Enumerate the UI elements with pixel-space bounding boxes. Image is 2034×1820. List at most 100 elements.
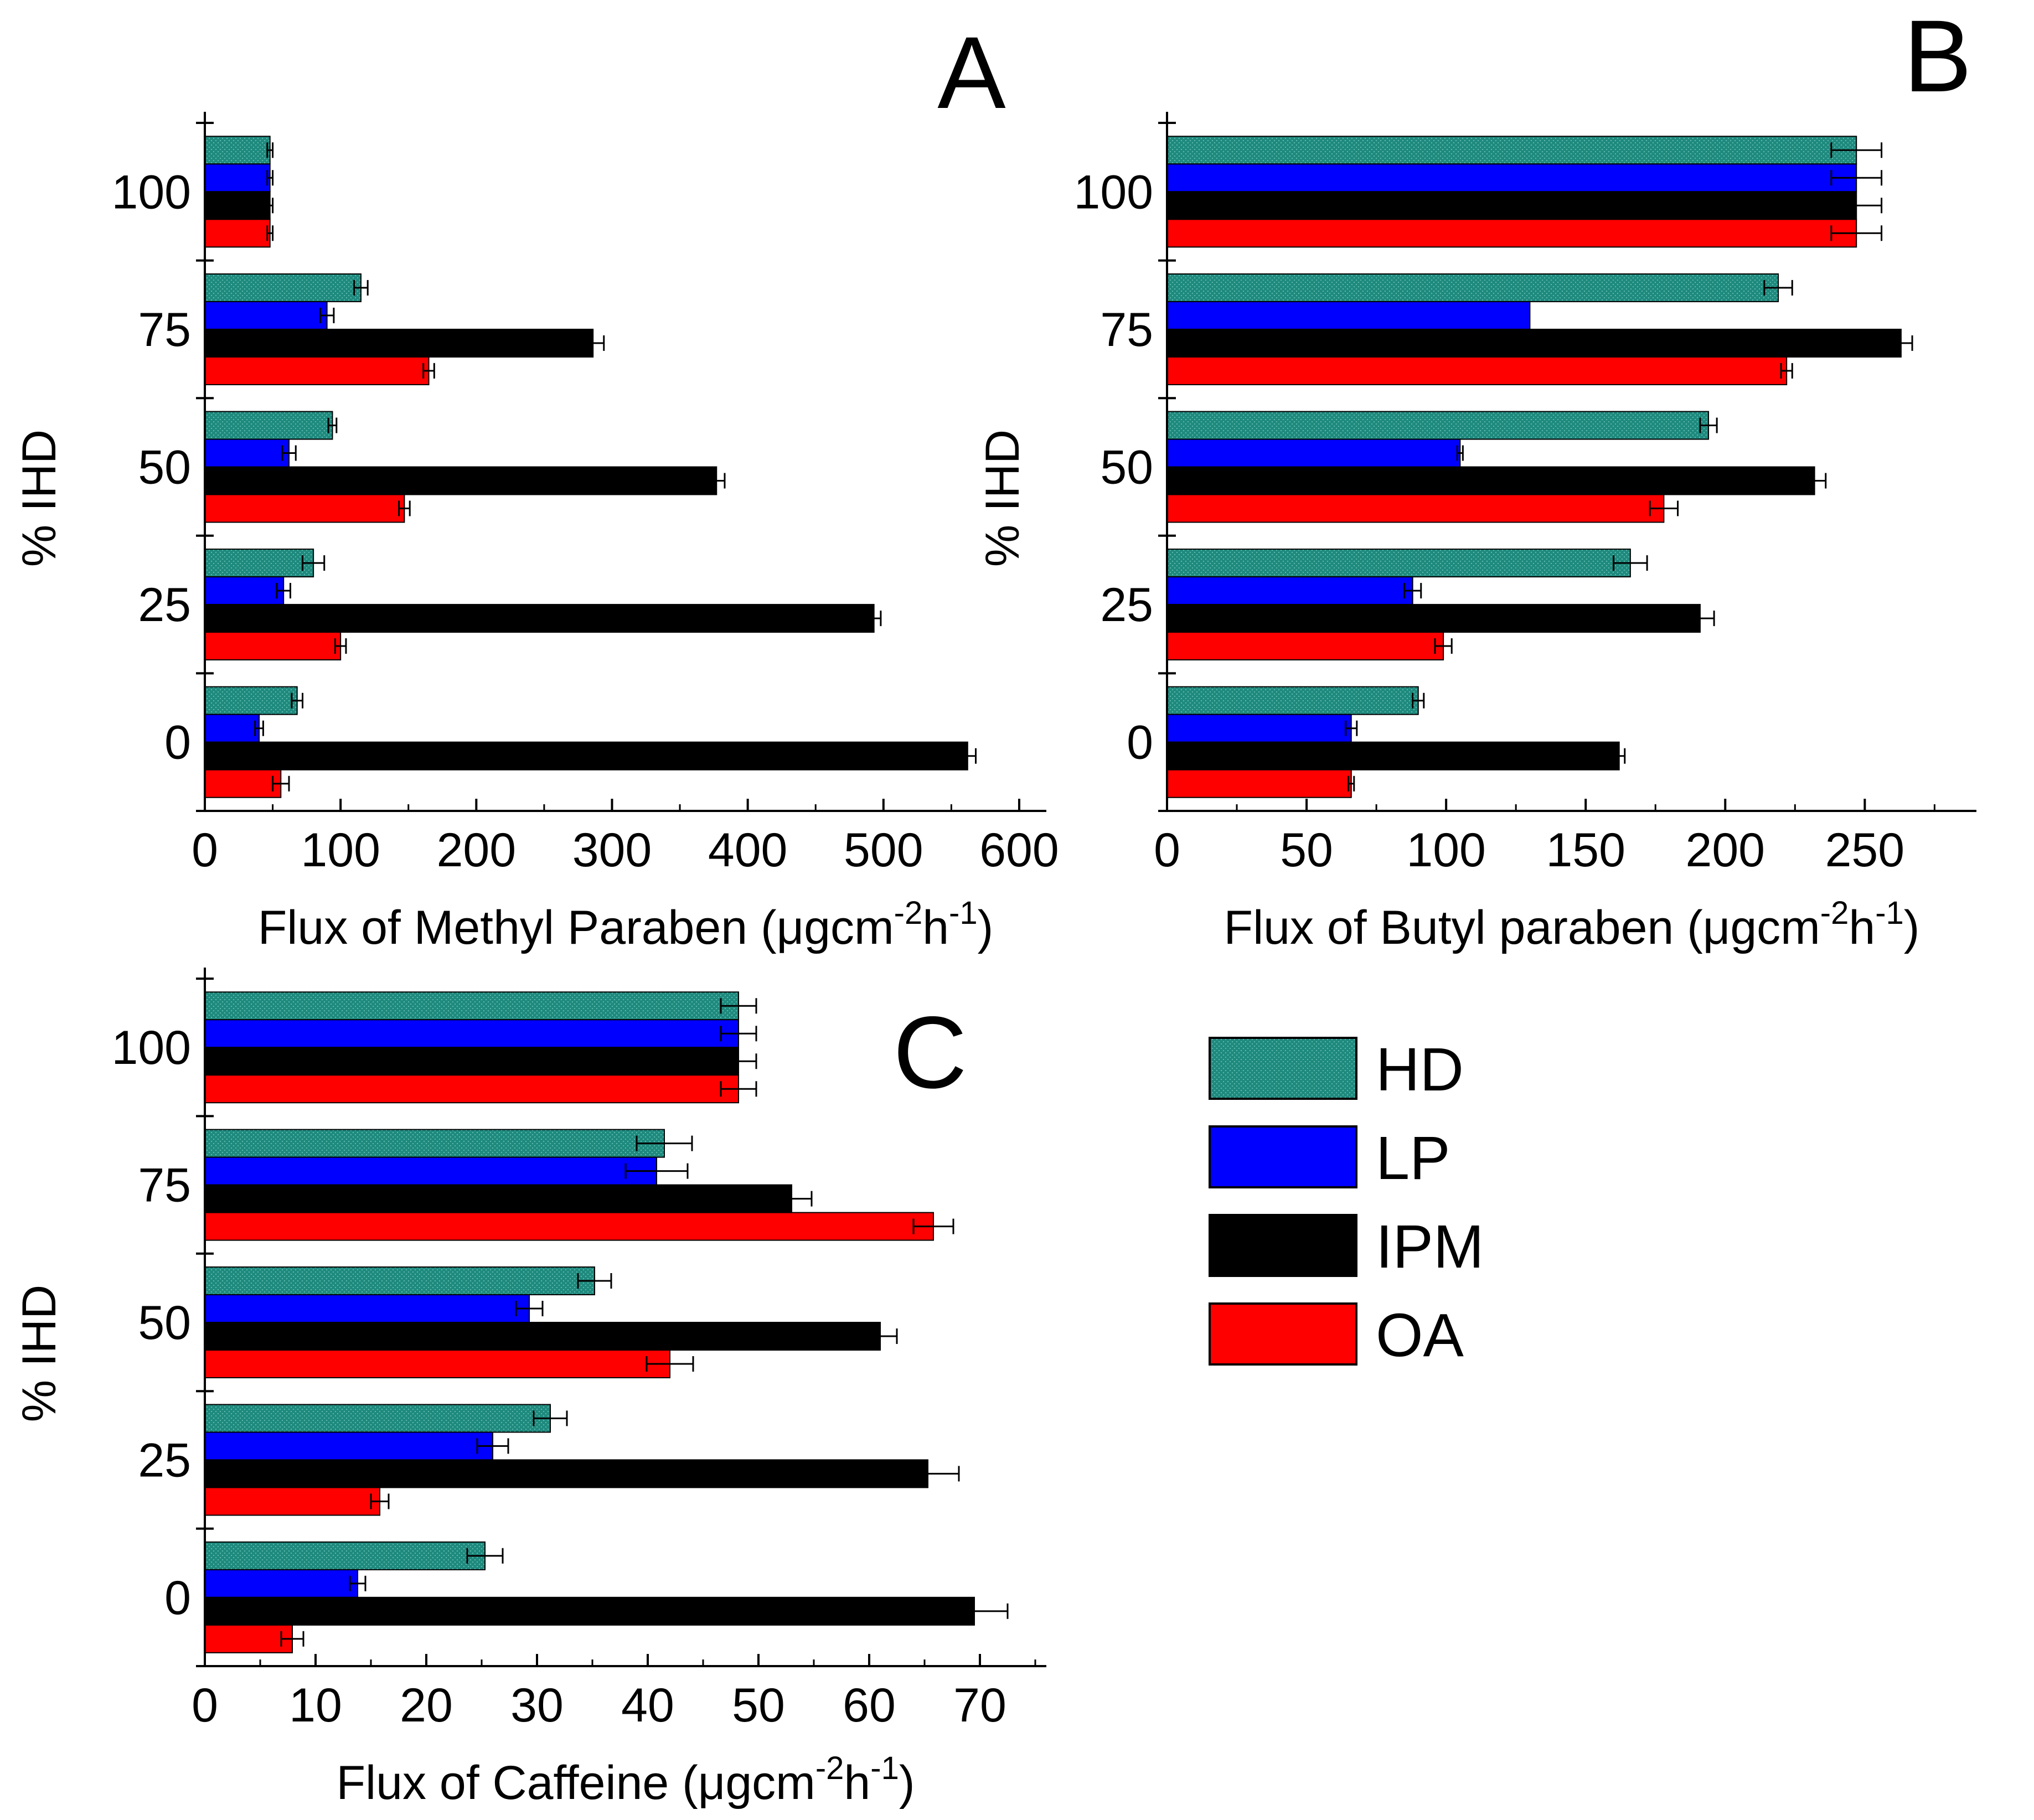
panel-a-errorbar-ipm-100 bbox=[266, 198, 274, 214]
panel-c-x-tick-label: 30 bbox=[510, 1679, 564, 1732]
panel-a-errorbar-hd-100 bbox=[266, 142, 274, 158]
panel-b-bar-oa-50 bbox=[1166, 494, 1665, 523]
panel-c-errorbar-lp-25 bbox=[476, 1438, 509, 1454]
panel-c-bar-oa-0 bbox=[204, 1624, 293, 1653]
panel-a-errorbar-ipm-50 bbox=[708, 473, 726, 489]
legend-label-ipm: IPM bbox=[1376, 1213, 1484, 1281]
panel-b-bar-lp-75 bbox=[1166, 301, 1531, 330]
panel-b-errorbar-hd-75 bbox=[1763, 280, 1793, 296]
panel-c-errorbar-ipm-50 bbox=[863, 1328, 898, 1344]
panel-c-errorbar-hd-100 bbox=[720, 998, 757, 1014]
panel-a-errorbar-oa-0 bbox=[272, 775, 290, 792]
panel-c-errorbar-oa-100 bbox=[720, 1081, 757, 1097]
panel-a-x-tick-label: 400 bbox=[708, 824, 788, 877]
panel-a-x-axis-label: Flux of Methyl Paraben (μgcm-2​h-1​) bbox=[258, 895, 994, 954]
panel-a-errorbar-lp-25 bbox=[276, 583, 291, 599]
panel-c-bar-oa-50 bbox=[204, 1350, 670, 1378]
panel-b-bar-hd-0 bbox=[1166, 686, 1419, 715]
panel-b-bar-hd-75 bbox=[1166, 273, 1779, 302]
panel-b-errorbar-oa-25 bbox=[1434, 638, 1453, 654]
panel-c-errorbar-oa-0 bbox=[280, 1631, 304, 1647]
panel-a-errorbar-ipm-25 bbox=[866, 611, 882, 627]
panel-b-x-tick-label: 0 bbox=[1154, 824, 1180, 877]
panel-c-bar-lp-25 bbox=[204, 1431, 493, 1461]
panel-b-bar-oa-75 bbox=[1166, 356, 1788, 385]
panel-a-x-tick-label: 500 bbox=[844, 824, 923, 877]
panel-a-bar-lp-50 bbox=[204, 438, 290, 468]
panel-b-errorbar-lp-0 bbox=[1345, 720, 1358, 736]
panel-b-errorbar-ipm-75 bbox=[1889, 335, 1913, 351]
panel-a-bar-oa-100 bbox=[204, 219, 271, 248]
panel-b-bar-oa-25 bbox=[1166, 632, 1444, 661]
panel-c-y-tick-label: 0 bbox=[164, 1571, 191, 1625]
panel-b-x-tick-label: 100 bbox=[1406, 824, 1486, 877]
panel-a-x-tick-label: 100 bbox=[301, 824, 380, 877]
panel-b-errorbar-hd-50 bbox=[1699, 417, 1718, 433]
panel-b-errorbar-ipm-0 bbox=[1613, 748, 1626, 764]
panel-c-errorbar-hd-50 bbox=[577, 1273, 612, 1289]
panel-a-bar-oa-0 bbox=[204, 769, 282, 798]
panel-b-bar-hd-25 bbox=[1166, 549, 1631, 578]
panel-b-errorbar-hd-0 bbox=[1412, 692, 1425, 709]
panel-c-x-tick-label: 20 bbox=[400, 1679, 453, 1732]
panel-c-bar-ipm-75 bbox=[204, 1184, 792, 1213]
panel-b-bar-oa-100 bbox=[1166, 219, 1857, 248]
panel-a-letter: A bbox=[937, 16, 1006, 130]
panel-b-x-axis-label: Flux of Butyl paraben (μgcm-2​h-1​) bbox=[1224, 895, 1920, 954]
panel-a-bar-lp-75 bbox=[204, 301, 328, 330]
panel-a-errorbar-oa-25 bbox=[334, 638, 347, 654]
legend: HD LP IPM OA bbox=[1209, 1036, 1484, 1369]
panel-a-x-tick-label: 600 bbox=[979, 824, 1059, 877]
panel-a-bar-ipm-25 bbox=[204, 604, 875, 633]
panel-b-bar-hd-100 bbox=[1166, 136, 1857, 165]
panel-b-y-tick-label: 75 bbox=[1100, 303, 1153, 356]
panel-a-errorbar-hd-0 bbox=[291, 692, 304, 709]
panel-b-bar-lp-100 bbox=[1166, 163, 1857, 193]
panel-b-errorbar-oa-0 bbox=[1348, 775, 1355, 792]
panel-c-bar-hd-25 bbox=[204, 1404, 551, 1433]
panel-c-errorbar-ipm-75 bbox=[771, 1191, 813, 1207]
panel-b-bar-oa-0 bbox=[1166, 769, 1352, 798]
legend-swatch-hd bbox=[1209, 1037, 1357, 1100]
chart-panel-a: 100 75 50 25 0 0 100 200 300 400 500 600 Flux of Met… bbox=[13, 16, 1059, 954]
panel-a-x-tick-label: 0 bbox=[192, 824, 218, 877]
panel-a-errorbar-ipm-0 bbox=[958, 748, 977, 764]
panel-a-y-tick-label: 25 bbox=[138, 578, 191, 632]
panel-a-bar-oa-75 bbox=[204, 356, 430, 385]
panel-c-errorbar-lp-100 bbox=[720, 1026, 757, 1042]
panel-a-bar-hd-50 bbox=[204, 411, 333, 440]
panel-b-y-tick-label: 100 bbox=[1074, 166, 1154, 219]
panel-c-bar-ipm-25 bbox=[204, 1459, 928, 1488]
legend-label-lp: LP bbox=[1376, 1124, 1450, 1192]
chart-panel-c: 100 75 50 25 0 0 10 20 30 40 50 60 70 Flux of Caffein… bbox=[13, 968, 1046, 1809]
panel-b-errorbar-lp-100 bbox=[1830, 170, 1883, 186]
panel-b-errorbar-lp-25 bbox=[1403, 583, 1422, 599]
panel-b-errorbar-hd-100 bbox=[1830, 142, 1883, 158]
panel-c-errorbar-ipm-100 bbox=[720, 1053, 757, 1069]
panel-c-bar-lp-75 bbox=[204, 1156, 657, 1186]
panel-b-x-tick-label: 50 bbox=[1280, 824, 1333, 877]
panel-c-errorbar-ipm-25 bbox=[896, 1466, 960, 1482]
panel-b-bar-hd-50 bbox=[1166, 411, 1710, 440]
panel-b-errorbar-oa-75 bbox=[1780, 363, 1793, 379]
panel-a-errorbar-lp-0 bbox=[254, 720, 264, 736]
panel-b-errorbar-oa-100 bbox=[1830, 225, 1883, 241]
panel-a-errorbar-hd-75 bbox=[353, 280, 369, 296]
panel-c-x-tick-label: 10 bbox=[289, 1679, 342, 1732]
panel-c-x-tick-label: 70 bbox=[953, 1679, 1006, 1732]
panel-a-bar-lp-100 bbox=[204, 163, 271, 193]
panel-c-x-tick-label: 0 bbox=[192, 1679, 218, 1732]
legend-swatch-ipm bbox=[1209, 1214, 1357, 1277]
panel-a-bar-oa-25 bbox=[204, 632, 342, 661]
panel-c-bar-oa-100 bbox=[204, 1074, 739, 1104]
panel-a-bar-hd-100 bbox=[204, 136, 271, 165]
panel-c-y-tick-label: 50 bbox=[138, 1296, 191, 1350]
panel-c-bar-lp-0 bbox=[204, 1569, 358, 1598]
panel-c-bar-lp-50 bbox=[204, 1294, 530, 1323]
panel-c-bar-ipm-100 bbox=[204, 1047, 739, 1076]
panel-a-bar-ipm-0 bbox=[204, 741, 968, 771]
panel-c-errorbar-lp-75 bbox=[624, 1163, 689, 1179]
panel-b-x-tick-label: 200 bbox=[1686, 824, 1765, 877]
panel-b-x-tick-label: 150 bbox=[1546, 824, 1625, 877]
